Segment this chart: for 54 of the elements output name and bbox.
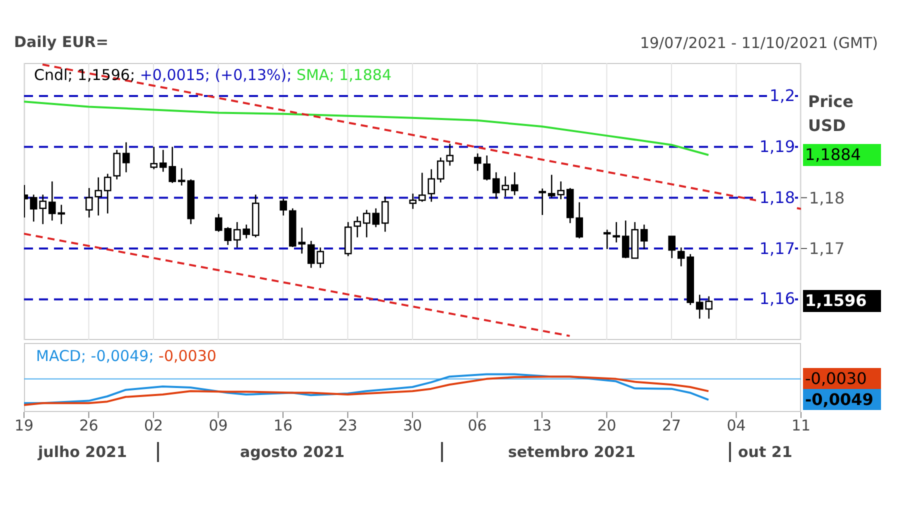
text: ; -0,0049;	[80, 347, 154, 365]
candlestick	[668, 236, 676, 259]
x-tick-label: 23	[338, 416, 358, 435]
candlestick	[122, 142, 130, 173]
text: 1,1884	[803, 144, 881, 166]
x-tick-label: 16	[273, 416, 293, 435]
candlestick	[603, 229, 611, 250]
candlestick	[538, 188, 546, 216]
y2-tick-label: 1,18	[809, 188, 845, 208]
x-tick-label: 27	[662, 416, 682, 435]
x-tick-label: 20	[597, 416, 616, 435]
annotation: +0,0015; (+0,13%);	[140, 66, 293, 84]
candlestick	[381, 196, 389, 232]
x-tick-label: 11	[791, 416, 811, 435]
text: -0,0049	[803, 388, 881, 410]
candlestick	[150, 146, 158, 170]
text: SMA	[296, 66, 330, 84]
x-tick-label: 19	[14, 416, 34, 435]
line-series	[24, 100, 710, 156]
candlestick	[418, 172, 426, 202]
y-tick-label: 1,2	[766, 85, 795, 108]
annotation: ; 1,1884	[329, 66, 392, 84]
y-tick-label: 1,16	[756, 288, 795, 310]
y2-tick-label: 1,17	[809, 239, 845, 258]
text: setembro 2021	[508, 443, 636, 461]
x-tick-label: 02	[144, 416, 164, 435]
text: 1,1596	[803, 290, 881, 312]
y-tick-label: 1,19	[756, 136, 795, 158]
chart-title: Daily EUR=	[14, 33, 108, 51]
y2-axis-title: Price USD	[808, 91, 854, 137]
text: Cndl	[34, 66, 68, 84]
candlestick	[280, 198, 288, 216]
text: out 21	[738, 443, 792, 461]
x-tick-label: 26	[79, 416, 98, 435]
text: agosto 2021	[240, 443, 345, 461]
y-tick-label: 1,17	[756, 238, 795, 260]
candlestick	[428, 168, 436, 202]
x-tick-label: 13	[532, 416, 552, 435]
text: julho 2021	[38, 443, 127, 461]
y-tick-label: 1,18	[756, 186, 795, 209]
text: -0,0030	[803, 368, 881, 389]
text: MACD	[36, 347, 81, 365]
candlestick	[612, 221, 620, 244]
x-tick-label: 09	[208, 416, 228, 435]
candlestick	[104, 173, 112, 214]
chart-subtitle: 19/07/2021 - 11/10/2021 (GMT)	[640, 34, 878, 52]
x-tick-label: 04	[726, 416, 746, 435]
candlestick	[510, 172, 518, 196]
candlestick	[640, 224, 648, 250]
candlestick	[409, 192, 417, 210]
x-tick-label: 06	[468, 416, 487, 435]
text: -0,0030	[158, 347, 216, 365]
candlestick	[113, 149, 121, 180]
x-tick-label: 30	[402, 416, 422, 435]
